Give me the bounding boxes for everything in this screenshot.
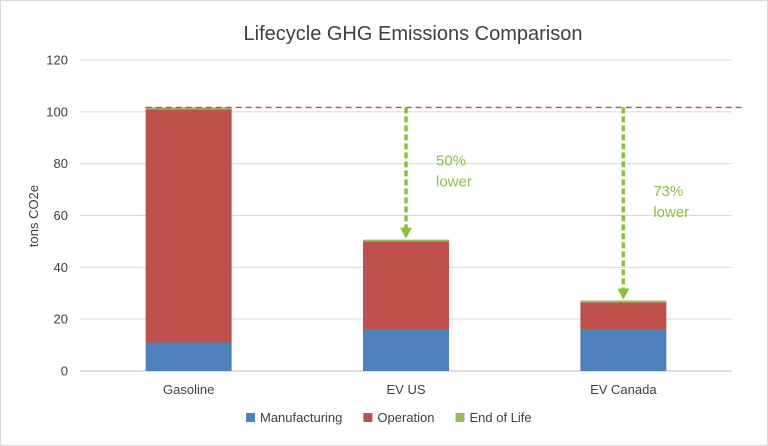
y-tick-label: 60 (54, 208, 68, 223)
bar-manufacturing-gasoline (145, 342, 232, 371)
annotation-arrow-head (400, 227, 412, 239)
chart-title: Lifecycle GHG Emissions Comparison (244, 23, 583, 45)
legend-swatch-operation (363, 413, 373, 422)
annotation-lower-text: lower (436, 174, 472, 191)
annotations: 50% lower 73% lower (400, 107, 689, 300)
bar-operation-ev-us (363, 241, 449, 330)
y-tick-label: 40 (54, 260, 68, 275)
legend-label: End of Life (469, 410, 531, 425)
legend: Manufacturing Operation End of Life (246, 410, 532, 425)
x-category-label: EV Canada (590, 382, 657, 397)
bar-manufacturing-ev-us (363, 329, 449, 371)
legend-label: Manufacturing (260, 410, 342, 425)
y-tick-label: 0 (61, 364, 68, 379)
bar-operation-ev-canada (580, 302, 667, 330)
y-tick-label: 20 (54, 312, 68, 327)
y-tick-label: 100 (46, 104, 68, 119)
x-axis-categories: Gasoline EV US EV Canada (163, 382, 657, 397)
y-tick-label: 80 (54, 156, 68, 171)
bar-end-of-life-ev-canada (580, 300, 667, 303)
annotation-lower-text: lower (653, 204, 689, 221)
legend-swatch-manufacturing (246, 413, 255, 422)
y-axis-label: tons CO2e (26, 185, 41, 247)
bar-manufacturing-ev-canada (580, 329, 667, 371)
annotation-percent-text: 50% (436, 153, 466, 170)
bars (145, 107, 667, 371)
y-axis-ticks: 0 20 40 60 80 100 120 (46, 53, 68, 379)
legend-label: Operation (377, 410, 434, 425)
y-tick-label: 120 (46, 53, 68, 68)
annotation-percent-text: 73% (653, 183, 683, 200)
bar-end-of-life-ev-us (363, 239, 449, 242)
x-category-label: EV US (386, 382, 425, 397)
bar-operation-gasoline (145, 109, 232, 343)
legend-swatch-end-of-life (455, 413, 465, 422)
x-category-label: Gasoline (163, 382, 214, 397)
bar-end-of-life-gasoline (145, 107, 232, 110)
annotation-arrow-head (617, 288, 630, 300)
